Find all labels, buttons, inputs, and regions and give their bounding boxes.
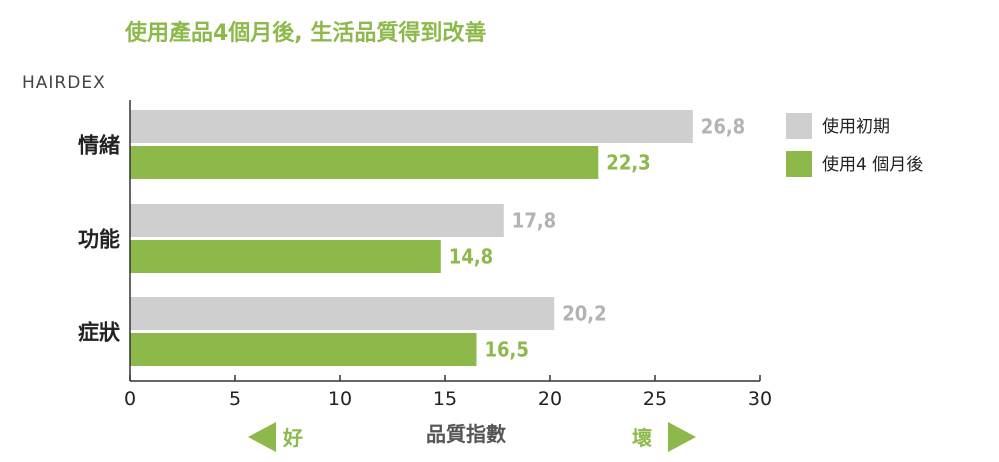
data-label: 20,2 <box>562 302 606 326</box>
data-label: 14,8 <box>449 245 493 269</box>
good-label: 好 <box>282 426 303 450</box>
chart-title: 使用產品4個月後, 生活品質得到改善 <box>124 20 486 46</box>
legend-label: 使用初期 <box>822 116 890 137</box>
data-label: 17,8 <box>512 209 556 233</box>
legend-swatch <box>786 113 812 139</box>
x-tick-label: 10 <box>328 388 352 410</box>
category-label: 情緒 <box>78 134 120 158</box>
data-label: 26,8 <box>701 115 745 139</box>
x-tick-label: 20 <box>538 388 562 410</box>
bad-label: 壞 <box>632 426 652 450</box>
legend-label: 使用4 個月後 <box>822 154 923 175</box>
x-axis-label: 品質指數 <box>426 422 506 446</box>
axis-footer: 好 品質指數 壞 <box>248 422 696 452</box>
category-label: 症狀 <box>78 321 121 345</box>
bars-group: 26,8 22,3 情緒 17,8 14,8 功能 20,2 16,5 症狀 <box>78 110 745 366</box>
x-tick-label: 0 <box>124 388 136 410</box>
x-axis: 0 5 10 15 20 25 30 <box>124 100 772 410</box>
right-arrow-icon <box>668 422 696 452</box>
bar <box>130 297 555 330</box>
data-label: 16,5 <box>485 338 529 362</box>
bar <box>130 110 693 143</box>
bar <box>130 146 599 179</box>
data-label: 22,3 <box>606 151 650 175</box>
x-tick-label: 5 <box>229 388 241 410</box>
bar <box>130 240 441 273</box>
bar <box>130 333 477 366</box>
x-tick-label: 30 <box>748 388 772 410</box>
left-arrow-icon <box>248 422 276 452</box>
legend-swatch <box>786 151 812 177</box>
brand-label: HAIRDEX <box>22 73 106 93</box>
x-tick-label: 15 <box>433 388 457 410</box>
x-tick-label: 25 <box>643 388 667 410</box>
bar <box>130 204 504 237</box>
category-label: 功能 <box>78 228 120 252</box>
